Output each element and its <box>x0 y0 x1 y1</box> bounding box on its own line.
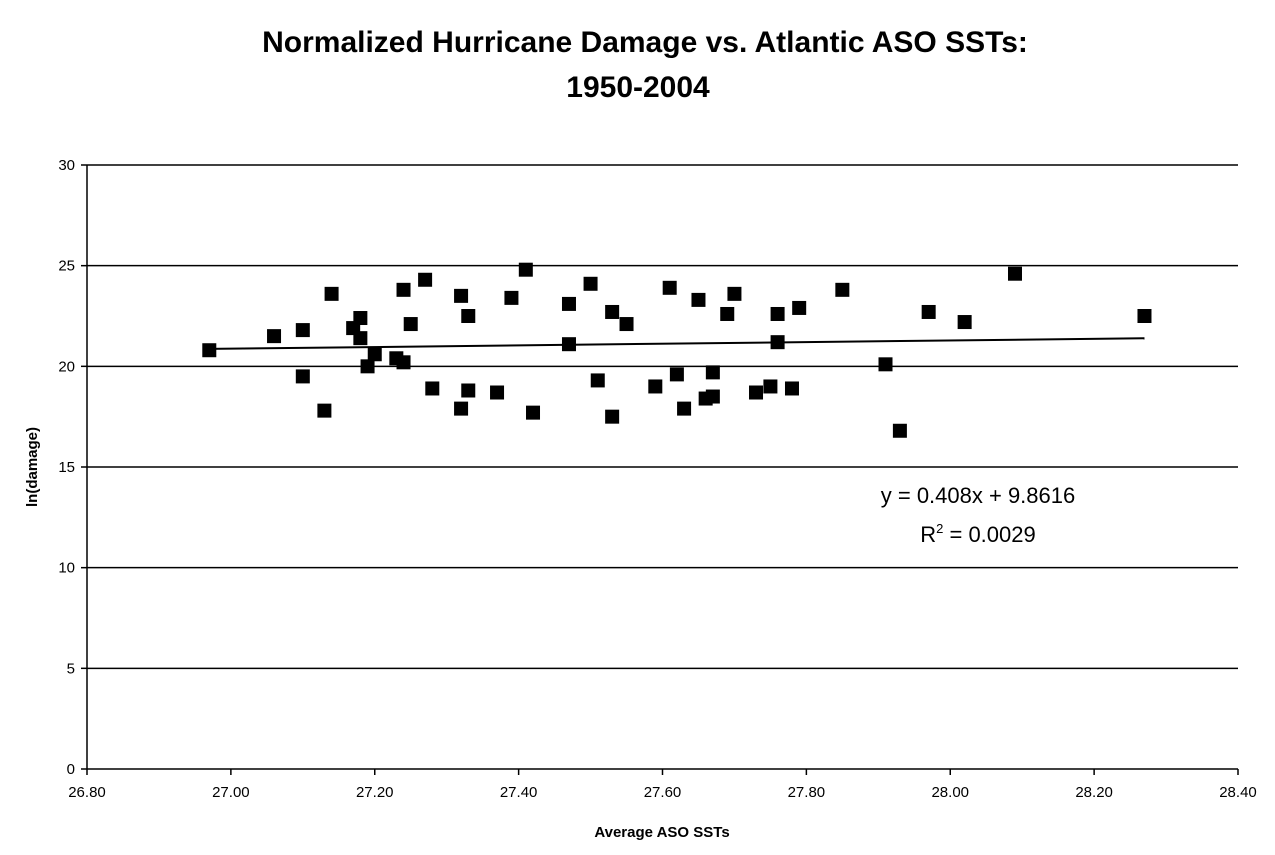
data-point <box>461 383 476 398</box>
y-tick-label: 5 <box>67 660 75 677</box>
data-point <box>770 335 785 350</box>
data-point <box>317 403 332 418</box>
data-point <box>202 343 217 358</box>
data-point <box>590 373 605 388</box>
data-point <box>353 311 368 326</box>
data-point <box>619 317 634 332</box>
x-tick-label: 28.40 <box>1219 784 1257 801</box>
trendline-group <box>209 337 1145 350</box>
data-point <box>461 309 476 323</box>
data-point <box>454 401 469 416</box>
x-tick-label: 27.00 <box>212 784 250 801</box>
data-point <box>727 286 742 301</box>
data-point <box>454 288 469 303</box>
trendline-equation: y = 0.408x + 9.8616 <box>881 483 1076 508</box>
data-point <box>561 337 576 352</box>
y-tick-label: 0 <box>67 761 75 778</box>
x-axis-label: Average ASO SSTs <box>594 824 729 841</box>
data-point <box>526 405 541 420</box>
y-axis-label: ln(damage) <box>24 427 41 507</box>
x-tick-label: 27.60 <box>644 784 682 801</box>
data-point <box>396 355 411 370</box>
data-point <box>835 282 850 297</box>
data-point <box>662 280 677 295</box>
r-squared-value: = 0.0029 <box>943 522 1035 547</box>
trendline-r-squared: R2 = 0.0029 <box>920 521 1036 547</box>
data-point <box>360 359 375 374</box>
data-point <box>691 292 706 307</box>
data-points <box>202 262 1152 438</box>
data-point <box>892 423 907 438</box>
data-point <box>705 365 720 380</box>
data-point <box>367 347 382 362</box>
data-point <box>749 385 764 400</box>
data-point <box>720 306 735 321</box>
data-point <box>677 401 692 416</box>
data-point <box>784 381 799 396</box>
data-point <box>792 300 807 315</box>
data-point <box>561 296 576 311</box>
data-point <box>324 286 339 301</box>
data-point <box>490 385 505 400</box>
data-point <box>770 306 785 321</box>
data-point <box>957 315 972 330</box>
axes <box>81 164 1239 775</box>
data-point <box>878 357 893 372</box>
data-point <box>518 262 533 277</box>
r-squared-label: R <box>920 522 936 547</box>
data-point <box>396 282 411 297</box>
data-point <box>353 331 368 346</box>
data-point <box>1007 266 1022 281</box>
x-tick-label: 26.80 <box>68 784 106 801</box>
y-tick-label: 25 <box>58 258 75 275</box>
data-point <box>267 329 282 344</box>
data-point <box>669 367 684 382</box>
x-tick-label: 27.80 <box>788 784 826 801</box>
y-tick-labels: 0 5 10 15 20 25 30 <box>58 157 75 778</box>
data-point <box>605 409 620 424</box>
data-point <box>295 369 310 384</box>
y-tick-label: 20 <box>58 358 75 375</box>
y-tick-label: 10 <box>58 560 75 577</box>
data-point <box>1137 309 1152 323</box>
x-tick-label: 27.20 <box>356 784 394 801</box>
x-tick-label: 28.00 <box>931 784 969 801</box>
data-point <box>605 304 620 319</box>
data-point <box>418 272 433 287</box>
x-tick-labels: 26.80 27.00 27.20 27.40 27.60 27.80 28.00 28.20… <box>68 784 1257 801</box>
data-point <box>583 276 598 291</box>
data-point <box>763 379 778 394</box>
x-tick-label: 28.20 <box>1075 784 1113 801</box>
chart-title: Normalized Hurricane Damage vs. Atlantic… <box>262 26 1028 59</box>
data-point <box>648 379 663 394</box>
y-tick-label: 15 <box>58 459 75 476</box>
data-point <box>403 317 418 332</box>
data-point <box>295 323 310 338</box>
r-squared-superscript: 2 <box>936 521 943 536</box>
x-tick-label: 27.40 <box>500 784 538 801</box>
trendline <box>209 337 1145 350</box>
data-point <box>425 381 440 396</box>
data-point <box>705 389 720 404</box>
y-tick-label: 30 <box>58 157 75 174</box>
gridlines <box>87 164 1238 670</box>
data-point <box>504 290 519 305</box>
data-point <box>921 304 936 319</box>
chart-subtitle: 1950-2004 <box>566 71 710 104</box>
